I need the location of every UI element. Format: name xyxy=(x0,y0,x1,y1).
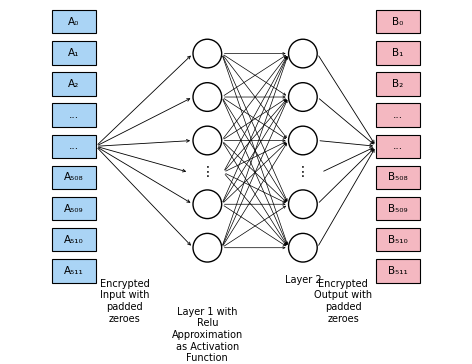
Text: B₁: B₁ xyxy=(392,48,404,58)
Text: A₅₁₀: A₅₁₀ xyxy=(64,235,84,245)
FancyBboxPatch shape xyxy=(52,10,96,33)
Text: B₅₀₈: B₅₀₈ xyxy=(388,173,408,182)
Circle shape xyxy=(193,190,222,218)
Circle shape xyxy=(193,126,222,155)
FancyBboxPatch shape xyxy=(52,41,96,64)
Text: A₂: A₂ xyxy=(68,79,80,89)
FancyBboxPatch shape xyxy=(52,259,96,282)
Text: ...: ... xyxy=(69,141,79,151)
Text: Layer 2: Layer 2 xyxy=(285,275,321,285)
FancyBboxPatch shape xyxy=(52,197,96,220)
Text: ⋮: ⋮ xyxy=(296,165,310,179)
FancyBboxPatch shape xyxy=(376,72,420,96)
Text: A₅₀₈: A₅₀₈ xyxy=(64,173,84,182)
Text: ...: ... xyxy=(69,110,79,120)
FancyBboxPatch shape xyxy=(376,197,420,220)
FancyBboxPatch shape xyxy=(376,135,420,158)
Circle shape xyxy=(288,190,317,218)
FancyBboxPatch shape xyxy=(376,41,420,64)
Circle shape xyxy=(193,83,222,111)
FancyBboxPatch shape xyxy=(52,166,96,189)
FancyBboxPatch shape xyxy=(376,166,420,189)
Circle shape xyxy=(193,39,222,68)
Text: B₀: B₀ xyxy=(392,17,404,27)
Text: B₅₁₀: B₅₁₀ xyxy=(388,235,408,245)
FancyBboxPatch shape xyxy=(376,259,420,282)
Text: ...: ... xyxy=(393,141,403,151)
Circle shape xyxy=(288,233,317,262)
Circle shape xyxy=(193,233,222,262)
FancyBboxPatch shape xyxy=(376,10,420,33)
FancyBboxPatch shape xyxy=(376,228,420,252)
FancyBboxPatch shape xyxy=(52,72,96,96)
Text: Encrypted
Output with
padded
zeroes: Encrypted Output with padded zeroes xyxy=(314,279,372,324)
FancyBboxPatch shape xyxy=(52,103,96,127)
Text: B₂: B₂ xyxy=(392,79,404,89)
Circle shape xyxy=(288,83,317,111)
Text: Layer 1 with
Relu
Approximation
as Activation
Function: Layer 1 with Relu Approximation as Activ… xyxy=(172,307,243,363)
Text: A₀: A₀ xyxy=(68,17,80,27)
FancyBboxPatch shape xyxy=(376,103,420,127)
Text: A₁: A₁ xyxy=(68,48,80,58)
Text: A₅₀₉: A₅₀₉ xyxy=(64,203,84,214)
Text: A₅₁₁: A₅₁₁ xyxy=(64,266,84,276)
Circle shape xyxy=(288,126,317,155)
FancyBboxPatch shape xyxy=(52,135,96,158)
Text: ⋮: ⋮ xyxy=(201,165,214,179)
Text: Encrypted
Input with
padded
zeroes: Encrypted Input with padded zeroes xyxy=(100,279,150,324)
FancyBboxPatch shape xyxy=(52,228,96,252)
Text: B₅₀₉: B₅₀₉ xyxy=(388,203,408,214)
Circle shape xyxy=(288,39,317,68)
Text: ...: ... xyxy=(393,110,403,120)
Text: B₅₁₁: B₅₁₁ xyxy=(388,266,408,276)
